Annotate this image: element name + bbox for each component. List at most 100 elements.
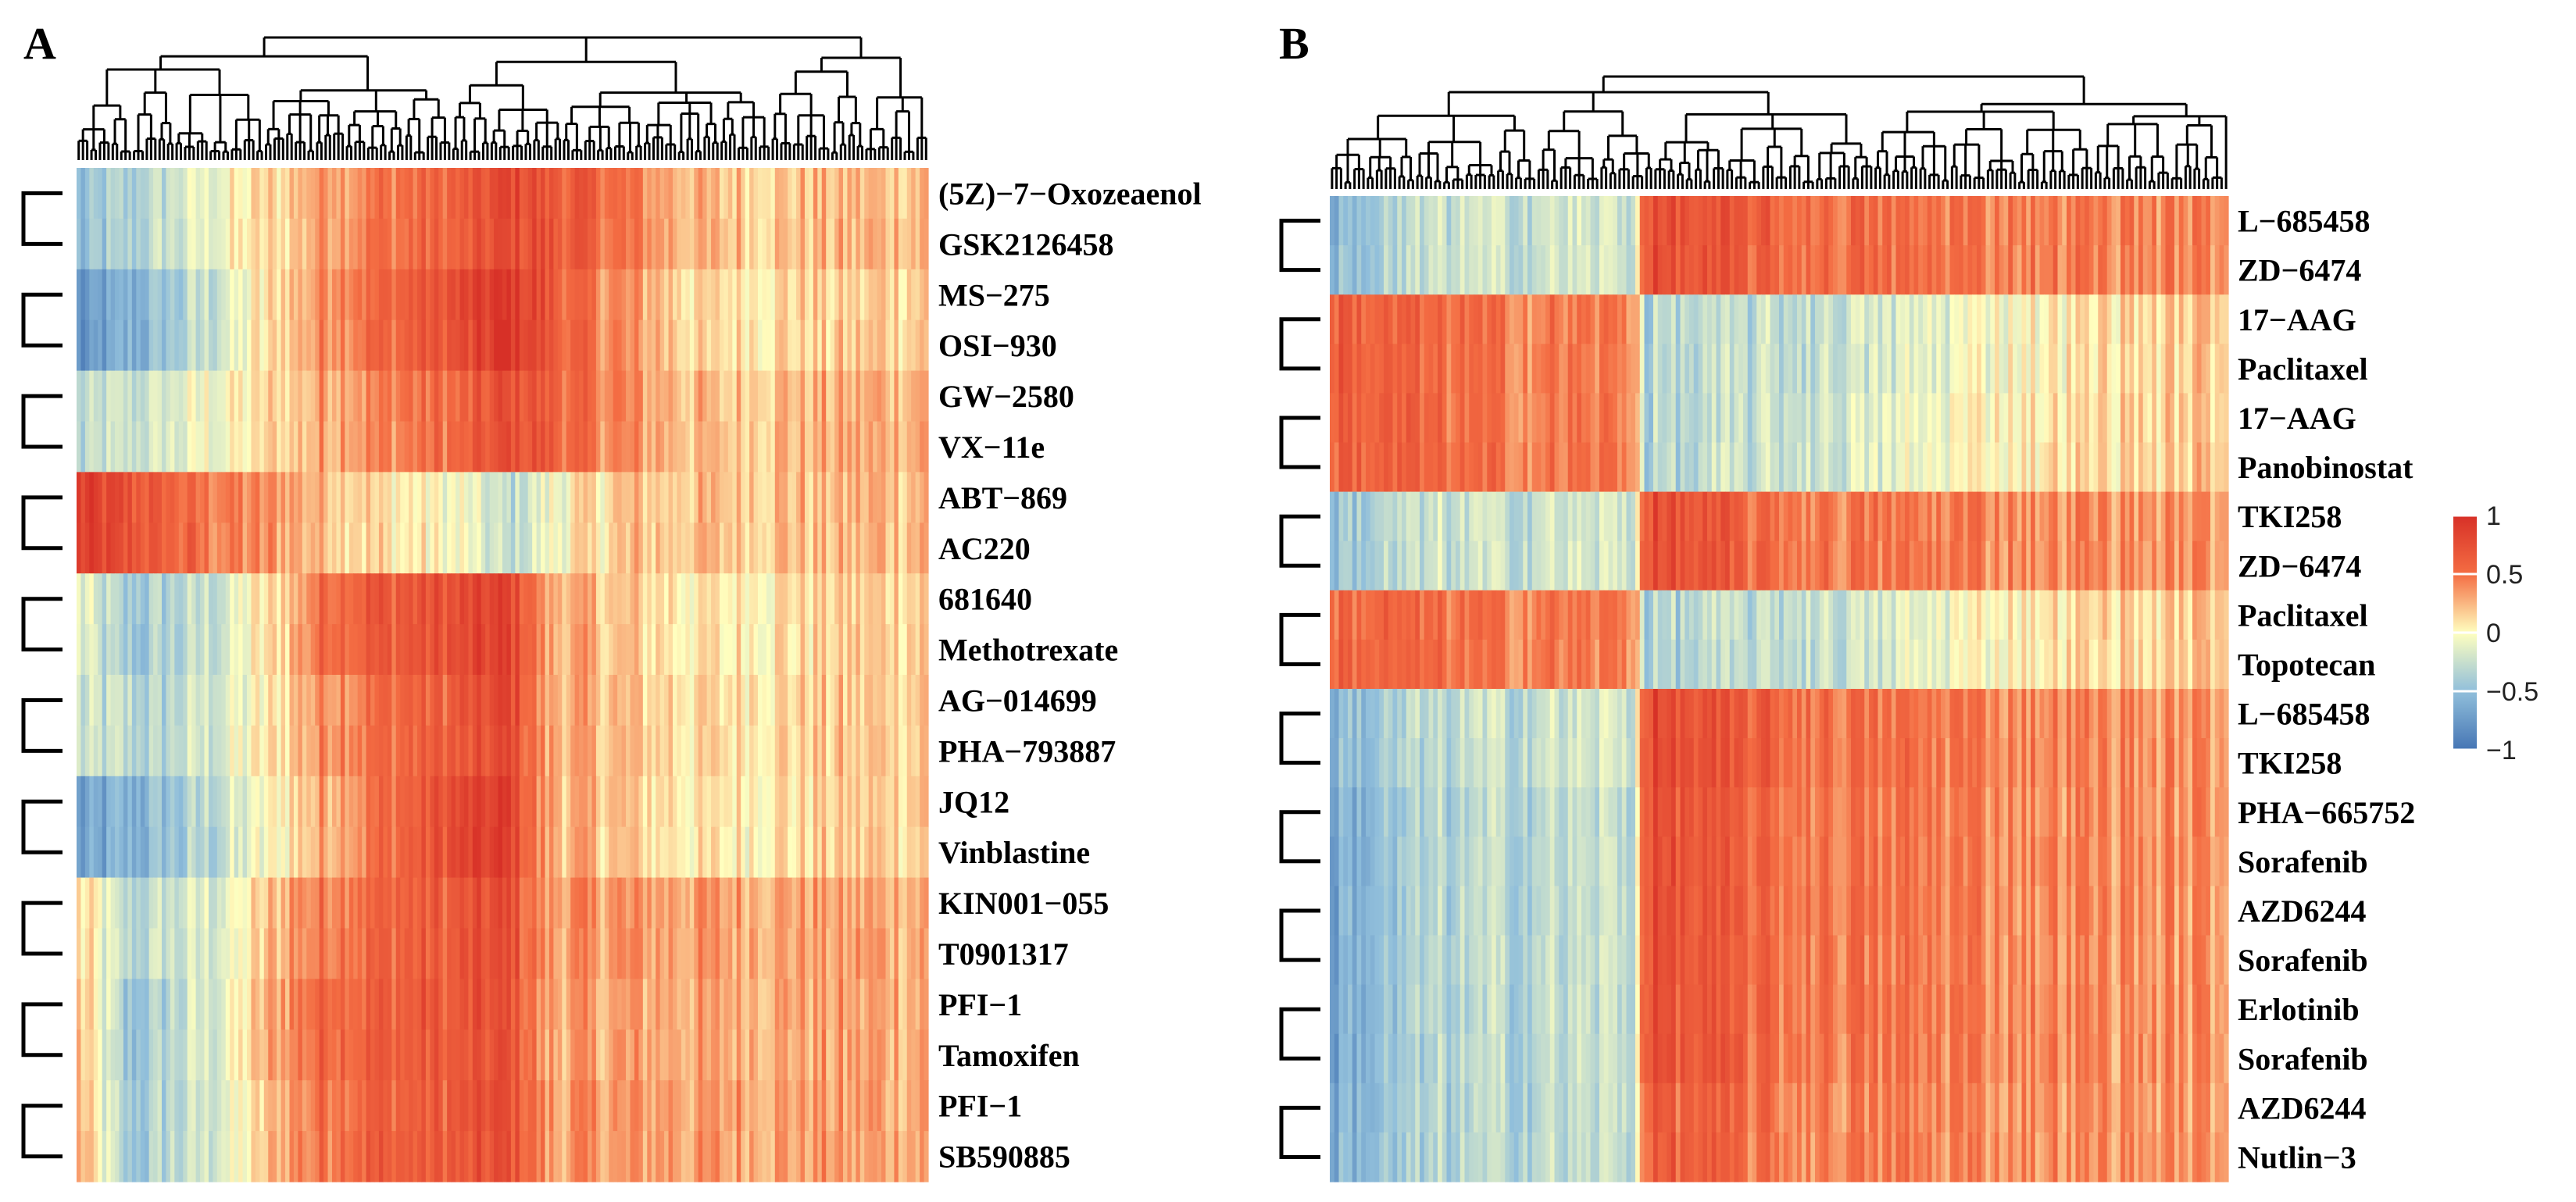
heatmap-cell: [332, 1080, 338, 1132]
heatmap-cell: [809, 168, 814, 219]
heatmap-cell: [216, 624, 222, 676]
heatmap-cell: [494, 826, 499, 879]
heatmap-cell: [838, 1080, 844, 1132]
heatmap-cell: [208, 421, 213, 473]
heatmap-cell: [609, 826, 614, 879]
heatmap-cell: [523, 472, 529, 523]
heatmap-cell: [723, 523, 729, 574]
heatmap-cell: [591, 472, 597, 523]
heatmap-cell: [98, 979, 103, 1030]
heatmap-cell: [630, 826, 635, 879]
heatmap-cell: [527, 370, 533, 423]
heatmap-cell: [659, 826, 665, 879]
heatmap-cell: [749, 421, 755, 473]
heatmap-cell: [557, 979, 563, 1030]
heatmap-cell: [413, 877, 418, 929]
heatmap-cell: [323, 1080, 329, 1132]
heatmap-cell: [127, 725, 133, 777]
heatmap-cell: [673, 168, 678, 219]
heatmap-cell: [277, 826, 282, 879]
heatmap-cell: [481, 826, 486, 879]
heatmap-cell: [600, 370, 606, 423]
heatmap-cell: [366, 319, 371, 372]
heatmap-cell: [157, 776, 163, 828]
heatmap-cell: [877, 776, 882, 828]
heatmap-cell: [293, 877, 298, 929]
heatmap-cell: [677, 928, 682, 979]
heatmap-cell: [378, 1131, 384, 1182]
heatmap-cell: [230, 624, 235, 676]
heatmap-cell: [434, 218, 439, 270]
heatmap-cell: [93, 1080, 98, 1132]
heatmap-cell: [613, 826, 618, 879]
heatmap-cell: [838, 573, 844, 625]
heatmap-cell: [562, 776, 567, 828]
heatmap-cell: [838, 826, 844, 879]
heatmap-cell: [89, 573, 95, 625]
heatmap-cell: [664, 725, 670, 777]
heatmap-cell: [293, 573, 298, 625]
heatmap-cell: [889, 573, 895, 625]
heatmap-cell: [131, 421, 137, 473]
heatmap-cell: [711, 826, 716, 879]
heatmap-cell: [595, 370, 601, 423]
heatmap-cell: [468, 877, 473, 929]
heatmap-cell: [145, 319, 150, 372]
heatmap-cell: [170, 421, 175, 473]
heatmap-cell: [727, 979, 733, 1030]
heatmap-cell: [826, 1080, 831, 1132]
heatmap-cell: [656, 725, 661, 777]
heatmap-cell: [230, 675, 235, 726]
heatmap-cell: [127, 573, 133, 625]
heatmap-cell: [813, 928, 818, 979]
heatmap-cell: [127, 624, 133, 676]
heatmap-cell: [195, 370, 201, 423]
heatmap-cell: [579, 877, 584, 929]
heatmap-cell: [673, 826, 678, 879]
heatmap-cell: [417, 725, 423, 777]
heatmap-cell: [191, 725, 197, 777]
heatmap-cell: [102, 675, 107, 726]
heatmap-cell: [417, 1029, 423, 1081]
heatmap-cell: [485, 928, 491, 979]
heatmap-cell: [885, 979, 891, 1030]
heatmap-cell: [591, 1131, 597, 1182]
heatmap-cell: [817, 1080, 823, 1132]
heatmap-cell: [851, 675, 856, 726]
heatmap-cell: [110, 573, 116, 625]
heatmap-cell: [157, 675, 163, 726]
heatmap-cell: [519, 776, 524, 828]
heatmap-cell: [519, 826, 524, 879]
heatmap-cell: [736, 826, 741, 879]
heatmap-cell: [162, 1029, 167, 1081]
heatmap-cell: [668, 979, 673, 1030]
heatmap-cell: [119, 675, 124, 726]
heatmap-cell: [583, 523, 588, 574]
heatmap-cell: [732, 877, 738, 929]
heatmap-cell: [136, 928, 141, 979]
heatmap-cell: [519, 218, 524, 270]
heatmap-cell: [494, 1131, 499, 1182]
heatmap-cell: [898, 319, 903, 372]
heatmap-cell: [791, 1131, 797, 1182]
heatmap-cell: [404, 269, 409, 321]
heatmap-cell: [216, 421, 222, 473]
heatmap-cell: [813, 979, 818, 1030]
heatmap-cell: [796, 472, 802, 523]
heatmap-cell: [698, 624, 703, 676]
heatmap-cell: [242, 624, 248, 676]
heatmap-cell: [702, 1131, 708, 1182]
heatmap-cell: [791, 826, 797, 879]
heatmap-cell: [131, 675, 137, 726]
heatmap-cell: [332, 472, 338, 523]
heatmap-cell: [796, 421, 802, 473]
heatmap-cell: [600, 573, 606, 625]
heatmap-cell: [332, 319, 338, 372]
heatmap-cell: [187, 1029, 192, 1081]
heatmap-cell: [395, 928, 401, 979]
heatmap-cell: [656, 319, 661, 372]
heatmap-cell: [613, 776, 618, 828]
heatmap-cell: [579, 928, 584, 979]
heatmap-cell: [685, 218, 691, 270]
heatmap-cell: [77, 218, 82, 270]
